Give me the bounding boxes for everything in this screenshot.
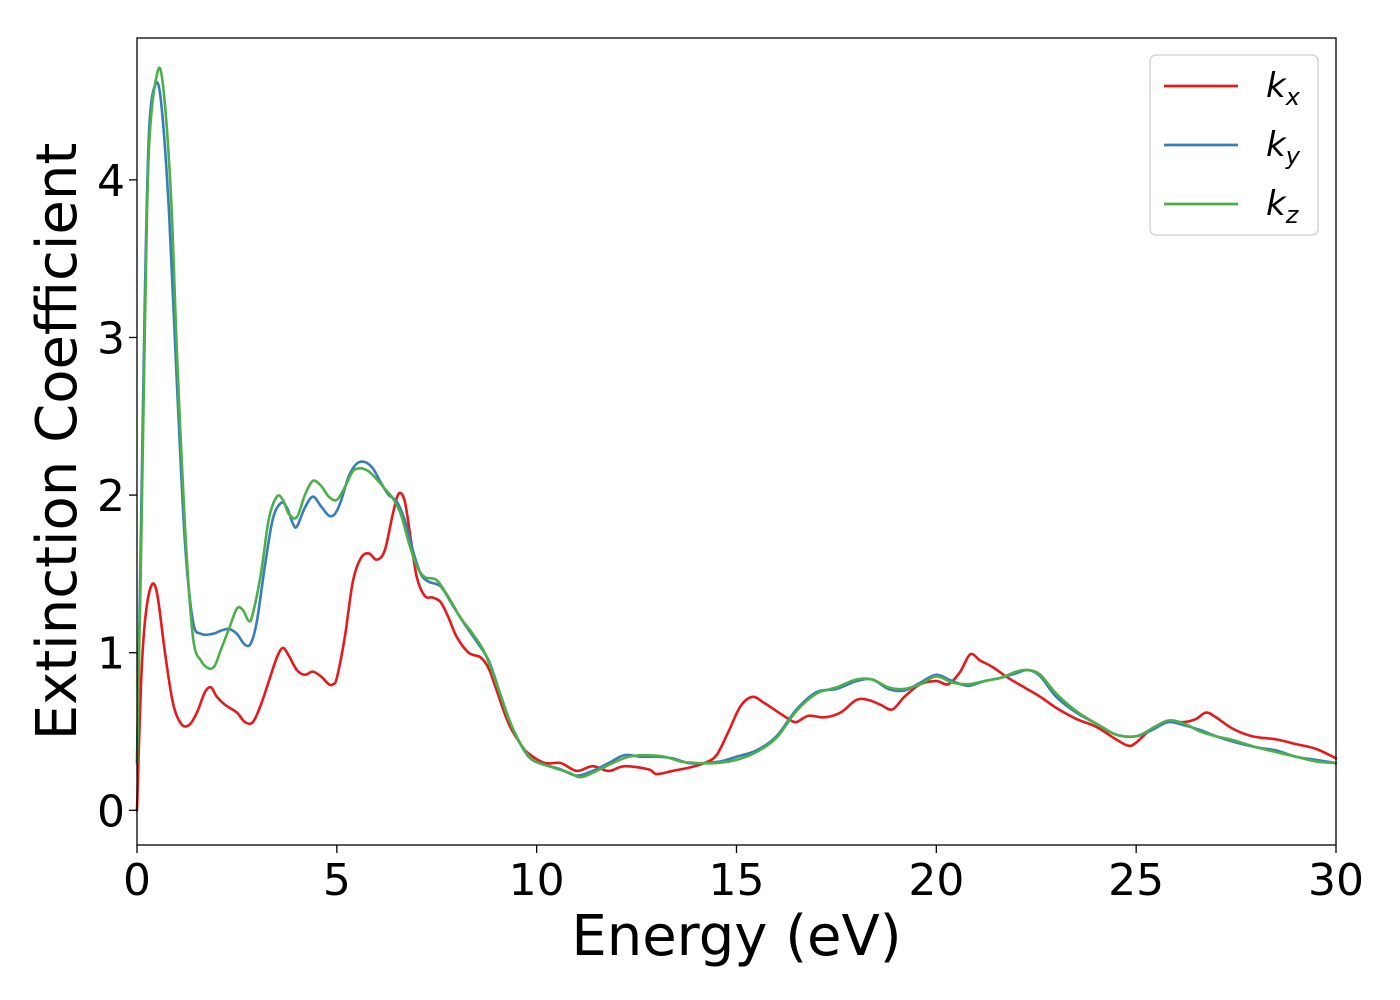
y-axis-ticks: 0 1 2 3 4 xyxy=(97,156,137,837)
legend-label-ky: ky xyxy=(1266,125,1301,170)
legend-label-kx: kx xyxy=(1266,66,1301,111)
x-axis-title: Energy (eV) xyxy=(571,904,901,969)
x-tick-label: 15 xyxy=(709,855,765,906)
y-tick-label: 0 xyxy=(97,786,125,837)
x-tick-label: 0 xyxy=(123,855,151,906)
y-tick-label: 1 xyxy=(97,629,125,680)
series-line-kx xyxy=(135,491,1338,812)
series-layer xyxy=(135,66,1338,812)
x-tick-label: 5 xyxy=(323,855,351,906)
y-tick-label: 2 xyxy=(97,471,125,522)
x-tick-label: 10 xyxy=(509,855,565,906)
series-line-kz xyxy=(135,66,1338,779)
legend-label-kz: kz xyxy=(1266,184,1300,229)
x-tick-label: 20 xyxy=(908,855,964,906)
y-tick-label: 4 xyxy=(97,156,125,207)
x-tick-label: 30 xyxy=(1308,855,1364,906)
y-tick-label: 3 xyxy=(97,313,125,364)
x-tick-label: 25 xyxy=(1108,855,1164,906)
x-axis-ticks: 0 5 10 15 20 25 30 xyxy=(123,845,1364,906)
legend: kx ky kz xyxy=(1149,54,1319,236)
y-axis-title: Extinction Coefficient xyxy=(25,143,90,741)
